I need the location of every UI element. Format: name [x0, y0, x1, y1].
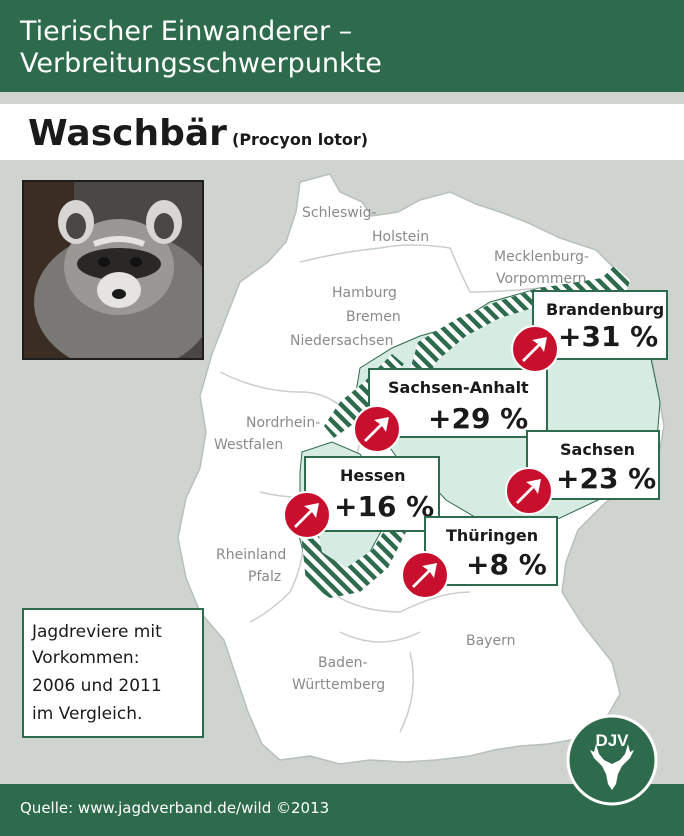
deer-head-icon: DJV — [566, 714, 658, 806]
legend-line-3: 2006 und 2011 — [32, 676, 162, 696]
stat-name-sachsen: Sachsen — [560, 440, 635, 459]
arrow-up-right-icon — [401, 551, 449, 599]
stat-value-hessen: +16 % — [334, 490, 435, 523]
legend-box — [22, 608, 204, 738]
stat-name-hessen: Hessen — [340, 466, 406, 485]
region-label-mecklenburg: Mecklenburg- — [494, 249, 590, 265]
title-line-2: Verbreitungsschwerpunkte — [20, 48, 382, 79]
region-label-niedersachsen: Niedersachsen — [290, 333, 394, 349]
legend-line-2: Vorkommen: — [32, 648, 140, 668]
region-label-westfalen: Westfalen — [214, 437, 284, 453]
region-label-baden: Baden- — [318, 655, 368, 671]
logo-text: DJV — [595, 731, 629, 750]
stat-value-thueringen: +8 % — [466, 548, 547, 581]
region-label-holstein: Holstein — [372, 229, 430, 245]
raccoon-illustration — [24, 182, 202, 358]
stat-name-brandenburg: Brandenburg — [546, 300, 665, 319]
stat-value-sachsen-anhalt: +29 % — [428, 402, 529, 435]
species-header — [0, 104, 684, 160]
region-label-pfalz: Pfalz — [248, 569, 282, 585]
title-bar — [0, 0, 684, 92]
arrow-up-right-icon — [353, 405, 401, 453]
region-label-bremen: Bremen — [346, 309, 401, 325]
arrow-up-right-icon — [505, 467, 553, 515]
region-label-wuerttemberg: Württemberg — [292, 677, 386, 693]
region-label-schleswig: Schleswig- — [302, 205, 377, 221]
footer-bar — [0, 784, 684, 836]
arrow-up-right-icon — [511, 325, 559, 373]
raccoon-photo — [22, 180, 204, 360]
legend-line-4: im Vergleich. — [32, 704, 143, 724]
stat-name-thueringen: Thüringen — [446, 526, 539, 545]
source-credit: Quelle: www.jagdverband.de/wild ©2013 — [20, 799, 330, 817]
legend-line-1: Jagdreviere mit — [32, 622, 162, 642]
hatch-hessen — [300, 520, 406, 598]
region-label-vorpommern: Vorpommern — [496, 271, 587, 287]
region-label-hamburg: Hamburg — [332, 285, 397, 301]
stat-value-sachsen: +23 % — [556, 462, 657, 495]
species-name: Waschbär — [28, 113, 227, 154]
region-label-nordrhein: Nordrhein- — [246, 415, 321, 431]
arrow-up-right-icon — [283, 491, 331, 539]
species-latin-name: (Procyon lotor) — [232, 130, 369, 149]
stat-value-brandenburg: +31 % — [558, 320, 659, 353]
stat-name-sachsen-anhalt: Sachsen-Anhalt — [388, 378, 529, 397]
title-line-1: Tierischer Einwanderer – — [20, 16, 353, 47]
region-label-bayern: Bayern — [466, 633, 516, 649]
region-label-rheinland: Rheinland — [216, 547, 287, 563]
